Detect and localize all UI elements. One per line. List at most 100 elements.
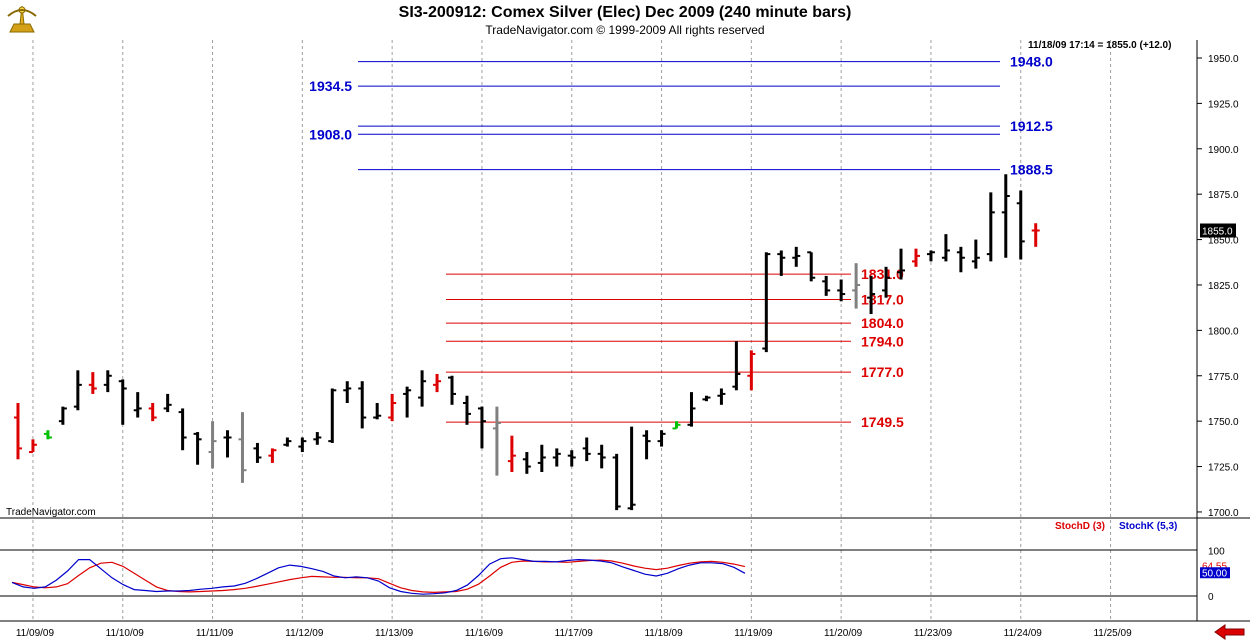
ohlc-bar — [702, 395, 711, 402]
x-tick-label: 11/25/09 — [1093, 628, 1132, 639]
ohlc-bar — [971, 239, 980, 269]
ohlc-bar — [223, 430, 232, 458]
legend-stochd: StochD (3) — [1055, 521, 1105, 532]
ohlc-bar — [822, 275, 831, 296]
lower-level-label: 1777.0 — [861, 364, 904, 380]
ohlc-bar — [762, 252, 771, 353]
ohlc-bar — [238, 412, 247, 483]
ohlc-bar — [672, 421, 681, 430]
upper-level-label: 1908.0 — [309, 126, 352, 142]
stoch-y-tick-label: 100 — [1208, 547, 1225, 558]
ohlc-bar — [1001, 174, 1010, 258]
y-tick-label: 1900.0 — [1208, 145, 1239, 156]
x-tick-label: 11/20/09 — [824, 628, 863, 639]
x-tick-label: 11/23/09 — [914, 628, 953, 639]
ohlc-bar — [133, 392, 142, 418]
x-tick-label: 11/19/09 — [734, 628, 773, 639]
ohlc-bar — [492, 406, 501, 476]
ohlc-bar — [792, 246, 801, 267]
ohlc-bar — [897, 248, 906, 280]
y-tick-label: 1725.0 — [1208, 463, 1239, 474]
legend-stochk: StochK (5,3) — [1119, 521, 1177, 532]
ohlc-bar — [717, 388, 726, 405]
ohlc-bar — [358, 381, 367, 429]
chart-subtitle: TradeNavigator.com © 1999-2009 All right… — [485, 23, 765, 37]
ohlc-bar — [178, 408, 187, 451]
ohlc-bar — [732, 341, 741, 391]
chart-title: SI3-200912: Comex Silver (Elec) Dec 2009… — [398, 4, 852, 21]
lower-level-label: 1817.0 — [861, 292, 904, 308]
x-tick-label: 11/17/09 — [555, 628, 594, 639]
ohlc-bar — [298, 437, 307, 453]
ohlc-bar — [28, 439, 37, 454]
ohlc-bar — [627, 426, 636, 511]
ohlc-bar — [43, 430, 52, 440]
y-tick-label: 1775.0 — [1208, 372, 1239, 383]
ohlc-bar — [867, 275, 876, 315]
sextant-icon[interactable] — [2, 2, 42, 38]
ohlc-bar — [747, 350, 756, 391]
ohlc-bar — [373, 403, 382, 420]
ohlc-bar — [552, 448, 561, 467]
upper-level-label: 1888.5 — [1010, 162, 1053, 178]
ohlc-bar — [418, 370, 427, 407]
ohlc-bar — [88, 372, 97, 394]
ohlc-bar — [477, 406, 486, 449]
y-tick-label: 1800.0 — [1208, 326, 1239, 337]
ohlc-bar — [73, 370, 82, 411]
ohlc-bar — [1016, 190, 1025, 260]
ohlc-bar — [522, 452, 531, 474]
x-tick-label: 11/18/09 — [644, 628, 683, 639]
ohlc-bar — [956, 246, 965, 273]
lower-level-label: 1794.0 — [861, 333, 904, 349]
stochd-last-label: 64.55 — [1202, 562, 1227, 573]
ohlc-bar — [642, 430, 651, 460]
x-tick-label: 11/09/09 — [16, 628, 55, 639]
ohlc-bar — [612, 453, 621, 511]
ohlc-bar — [597, 444, 606, 469]
ohlc-bar — [926, 250, 935, 262]
stoch-y-tick-label: 0 — [1208, 592, 1214, 603]
ohlc-bar — [941, 234, 950, 262]
ohlc-bar — [807, 251, 816, 282]
ohlc-bar — [268, 448, 277, 463]
ohlc-bar — [118, 379, 127, 425]
ohlc-bar — [253, 442, 262, 463]
ohlc-bar — [193, 432, 202, 465]
y-tick-label: 1875.0 — [1208, 190, 1239, 201]
ohlc-bar — [388, 393, 397, 422]
ohlc-bar — [328, 388, 337, 443]
ohlc-bar — [148, 403, 157, 422]
x-tick-label: 11/11/09 — [196, 628, 234, 639]
ohlc-bar — [448, 375, 457, 405]
x-tick-label: 11/10/09 — [106, 628, 145, 639]
upper-level-label: 1912.5 — [1010, 118, 1053, 134]
status-readout: 11/18/09 17:14 = 1855.0 (+12.0) — [1028, 40, 1171, 51]
x-tick-label: 11/24/09 — [1004, 628, 1043, 639]
y-tick-label: 1925.0 — [1208, 99, 1239, 110]
upper-level-label: 1948.0 — [1010, 54, 1053, 70]
stochd-last-box — [1200, 560, 1230, 572]
ohlc-bar — [343, 381, 352, 404]
ohlc-bar — [882, 266, 891, 298]
ohlc-bar — [58, 406, 67, 425]
ohlc-bar — [13, 403, 22, 460]
ohlc-bar — [582, 437, 591, 462]
ohlc-bar — [657, 430, 666, 447]
back-arrow-icon[interactable] — [1213, 624, 1247, 640]
stochk-last-box — [1200, 567, 1230, 579]
y-tick-label: 1750.0 — [1208, 417, 1239, 428]
ohlc-bar — [507, 435, 516, 473]
last-price-label: 1855.0 — [1202, 227, 1233, 238]
ohlc-bar — [911, 248, 920, 267]
ohlc-bar — [283, 437, 292, 447]
ohlc-bar — [433, 373, 442, 393]
lower-level-label: 1749.5 — [861, 414, 904, 430]
ohlc-bar — [777, 250, 786, 276]
x-tick-label: 11/16/09 — [465, 628, 504, 639]
ohlc-bar — [462, 395, 471, 425]
lower-level-label: 1804.0 — [861, 315, 904, 331]
y-tick-label: 1850.0 — [1208, 236, 1239, 247]
